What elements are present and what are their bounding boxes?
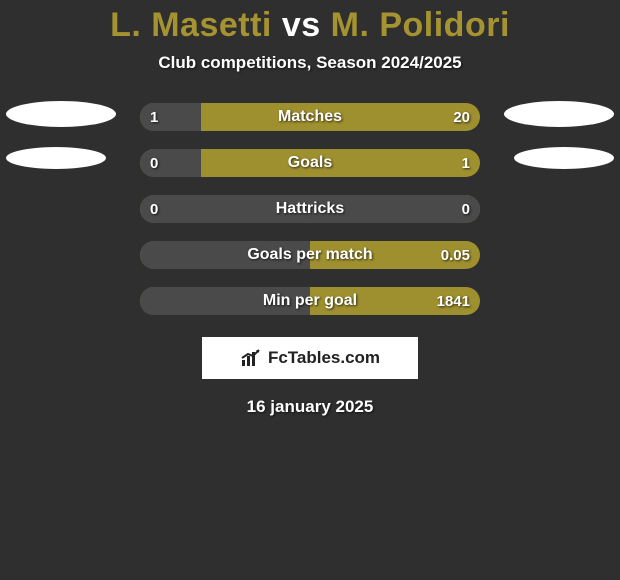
stat-label: Goals — [140, 149, 480, 177]
stat-row: 0.05Goals per match — [0, 241, 620, 269]
player1-photo-placeholder — [6, 147, 106, 169]
stat-bar: 0.05Goals per match — [140, 241, 480, 269]
player2-photo-placeholder — [514, 147, 614, 169]
stat-row: 01Goals — [0, 149, 620, 177]
player1-photo-placeholder — [6, 101, 116, 127]
stat-label: Min per goal — [140, 287, 480, 315]
branding-chart-icon — [240, 348, 262, 368]
stat-row: 120Matches — [0, 103, 620, 131]
stat-bar: 01Goals — [140, 149, 480, 177]
player1-name: L. Masetti — [110, 6, 272, 44]
vs-label: vs — [282, 6, 321, 44]
stat-label: Matches — [140, 103, 480, 131]
stat-bar: 120Matches — [140, 103, 480, 131]
player2-name: M. Polidori — [331, 6, 510, 44]
subtitle: Club competitions, Season 2024/2025 — [0, 53, 620, 73]
stat-rows: 120Matches 01Goals 00Hattricks 0.05Goals pe… — [0, 103, 620, 315]
stat-bar: 00Hattricks — [140, 195, 480, 223]
comparison-card: L. Masetti vs M. Polidori Club competiti… — [0, 0, 620, 580]
date-text: 16 january 2025 — [0, 397, 620, 417]
stat-bar: 1841Min per goal — [140, 287, 480, 315]
branding-text: FcTables.com — [268, 348, 380, 368]
title: L. Masetti vs M. Polidori — [0, 0, 620, 45]
player2-photo-placeholder — [504, 101, 614, 127]
stat-label: Hattricks — [140, 195, 480, 223]
stat-label: Goals per match — [140, 241, 480, 269]
stat-row: 00Hattricks — [0, 195, 620, 223]
stat-row: 1841Min per goal — [0, 287, 620, 315]
branding-badge: FcTables.com — [202, 337, 418, 379]
